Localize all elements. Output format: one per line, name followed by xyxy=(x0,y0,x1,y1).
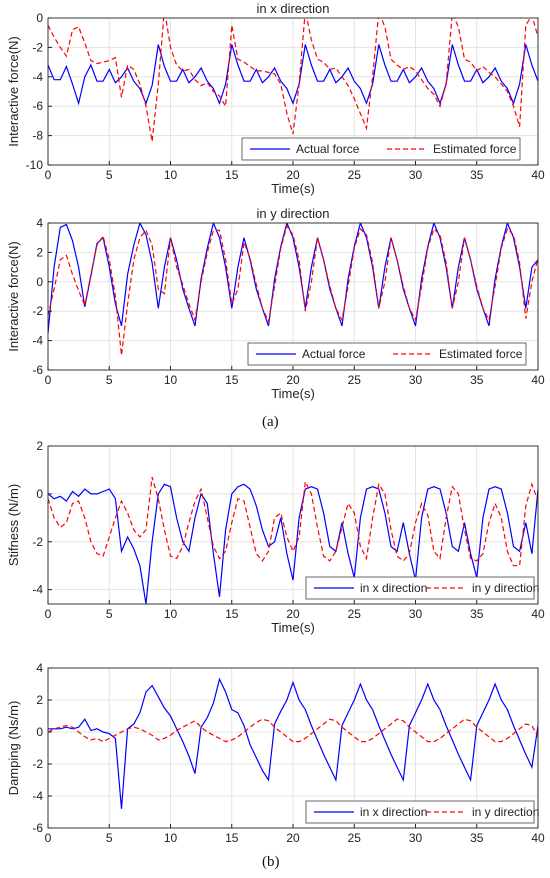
y-tick-label: 4 xyxy=(36,661,43,675)
x-tick-label: 30 xyxy=(409,607,423,621)
x-tick-label: 30 xyxy=(409,168,423,182)
legend-label: in y direction xyxy=(472,805,539,819)
series-line-blue xyxy=(48,677,538,809)
y-tick-label: -2 xyxy=(32,757,43,771)
legend-label: Actual force xyxy=(302,347,366,361)
legend-box xyxy=(241,137,521,161)
x-tick-label: 10 xyxy=(164,373,178,387)
y-tick-label: 4 xyxy=(36,216,43,230)
chart-panel-1: 0 5 10 15 20 25 30 35 40 -10 -8 -6 -4 -2 0 in x directi… xyxy=(6,1,545,196)
x-tick-label: 40 xyxy=(531,373,545,387)
x-tick-label: 20 xyxy=(286,831,300,845)
series-line-red xyxy=(48,224,538,356)
x-tick-label: 35 xyxy=(470,168,484,182)
legend-box xyxy=(247,342,527,366)
legend-label: in x direction xyxy=(360,581,427,595)
y-tick-label: 0 xyxy=(36,725,43,739)
x-tick-label: 20 xyxy=(286,168,300,182)
x-tick-label: 15 xyxy=(225,373,239,387)
x-tick-label: 0 xyxy=(45,831,52,845)
legend-label: in x direction xyxy=(360,805,427,819)
chart-panel-4: 0 5 10 15 20 25 30 35 40 -6 -4 -2 0 2 4 Damping (Ns/m) i… xyxy=(6,661,545,845)
legend-label: Actual force xyxy=(296,142,360,156)
y-tick-label: -10 xyxy=(26,158,44,172)
y-tick-label: 0 xyxy=(36,487,43,501)
x-tick-label: 10 xyxy=(164,168,178,182)
y-tick-label: 2 xyxy=(36,693,43,707)
legend-label: in y direction xyxy=(472,581,539,595)
x-tick-label: 10 xyxy=(164,607,178,621)
y-tick-label: -8 xyxy=(32,129,43,143)
x-tick-label: 5 xyxy=(106,373,113,387)
caption-b: (b) xyxy=(262,854,280,870)
y-tick-label: -4 xyxy=(32,583,43,597)
x-axis-label: Time(s) xyxy=(271,620,315,635)
x-tick-label: 0 xyxy=(45,168,52,182)
x-tick-label: 5 xyxy=(106,607,113,621)
legend-label: Estimated force xyxy=(433,142,517,156)
x-tick-label: 20 xyxy=(286,607,300,621)
x-tick-label: 40 xyxy=(531,168,545,182)
x-tick-label: 25 xyxy=(348,831,362,845)
x-axis-label: Time(s) xyxy=(271,181,315,196)
y-tick-label: -6 xyxy=(32,363,43,377)
x-tick-label: 25 xyxy=(348,607,362,621)
chart-panel-3: 0 5 10 15 20 25 30 35 40 -4 -2 0 2 Time(s) Stifness (N… xyxy=(6,439,545,635)
x-tick-label: 0 xyxy=(45,373,52,387)
y-tick-label: 0 xyxy=(36,11,43,25)
y-tick-label: -2 xyxy=(32,535,43,549)
x-tick-label: 15 xyxy=(225,168,239,182)
x-tick-label: 15 xyxy=(225,607,239,621)
x-tick-label: 0 xyxy=(45,607,52,621)
x-tick-label: 30 xyxy=(409,373,423,387)
chart-panel-2: 0 5 10 15 20 25 30 35 40 -6 -4 -2 0 2 4 in y direction T… xyxy=(6,206,545,401)
chart-title: in y direction xyxy=(257,206,330,221)
x-tick-label: 35 xyxy=(470,607,484,621)
x-tick-label: 5 xyxy=(106,168,113,182)
y-tick-label: -4 xyxy=(32,334,43,348)
x-tick-label: 25 xyxy=(348,168,362,182)
y-tick-label: -2 xyxy=(32,304,43,318)
y-tick-label: -6 xyxy=(32,821,43,835)
x-tick-label: 20 xyxy=(286,373,300,387)
y-tick-label: -2 xyxy=(32,40,43,54)
y-axis-label: Interactive force(N) xyxy=(6,241,21,352)
y-tick-label: 2 xyxy=(36,245,43,259)
legend-label: Estimated force xyxy=(439,347,523,361)
y-tick-label: -4 xyxy=(32,789,43,803)
x-axis-label: Time(s) xyxy=(271,386,315,401)
y-tick-label: -4 xyxy=(32,70,43,84)
y-tick-label: 2 xyxy=(36,439,43,453)
series-line-red xyxy=(48,18,538,142)
chart-title: in x direction xyxy=(257,1,330,16)
legend-box xyxy=(305,800,535,824)
y-tick-label: 0 xyxy=(36,275,43,289)
x-tick-label: 25 xyxy=(348,373,362,387)
x-tick-label: 40 xyxy=(531,831,545,845)
x-tick-label: 35 xyxy=(470,373,484,387)
series-line-blue xyxy=(48,483,538,604)
series-line-blue xyxy=(48,223,538,334)
y-axis-label: Stifness (N/m) xyxy=(6,484,21,566)
series-line-blue xyxy=(48,44,538,106)
x-tick-label: 40 xyxy=(531,607,545,621)
x-tick-label: 35 xyxy=(470,831,484,845)
legend-box xyxy=(305,576,535,600)
y-tick-label: -6 xyxy=(32,99,43,113)
y-axis-label: Interactive force(N) xyxy=(6,36,21,147)
x-tick-label: 10 xyxy=(164,831,178,845)
x-tick-label: 5 xyxy=(106,831,113,845)
series-line-red xyxy=(48,718,538,743)
caption-a: (a) xyxy=(262,414,279,430)
x-tick-label: 30 xyxy=(409,831,423,845)
x-tick-label: 15 xyxy=(225,831,239,845)
y-axis-label: Damping (Ns/m) xyxy=(6,701,21,796)
